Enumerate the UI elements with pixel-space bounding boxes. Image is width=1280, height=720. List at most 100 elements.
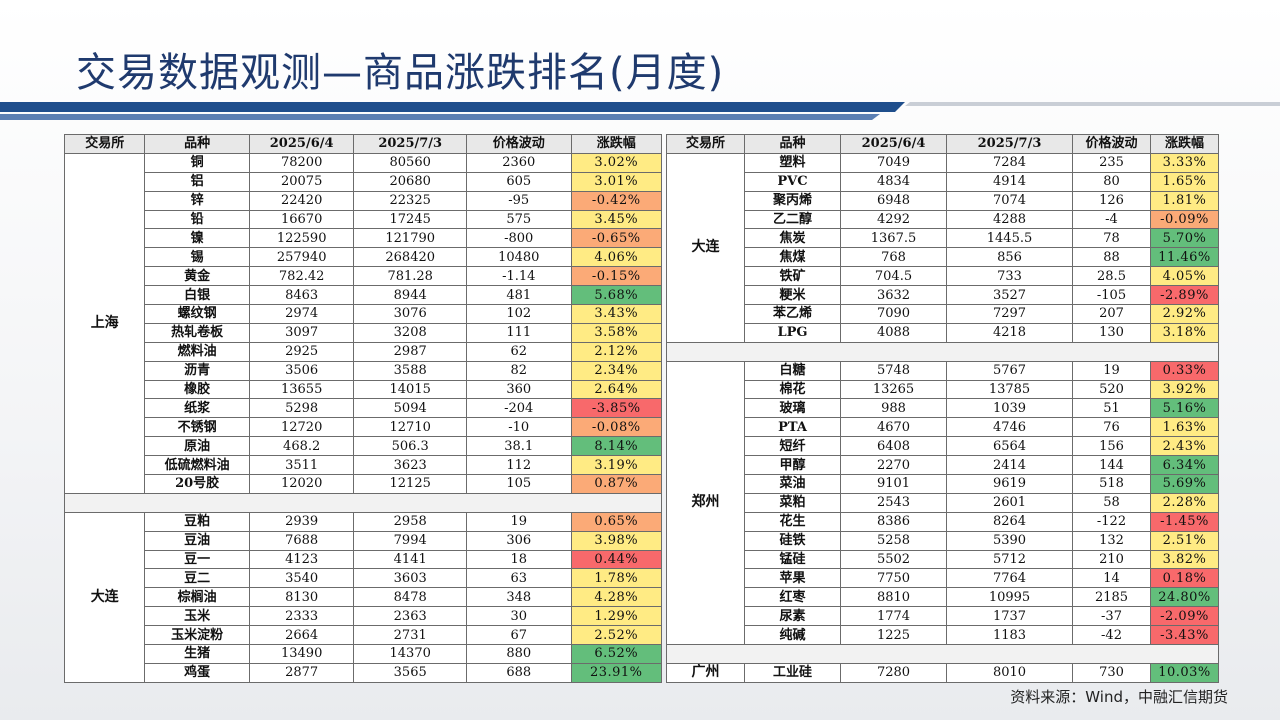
table-row: 玉米淀粉 2664 2731 67 2.52% [65,625,662,646]
price-change: 58 [1072,492,1151,513]
table-row: PTA 4670 4746 76 1.63% [667,417,1219,438]
table-row: 焦煤 768 856 88 11.46% [667,247,1219,268]
price-change: -800 [465,228,572,249]
price-2025-7-3: 8010 [946,662,1073,683]
price-change: 880 [465,644,572,664]
price-2025-6-4: 5748 [840,360,947,381]
change-percent: 1.78% [570,568,662,589]
table-row: 聚丙烯 6948 7074 126 1.81% [667,190,1219,211]
price-change: 19 [465,511,572,532]
change-percent: 4.06% [570,247,662,268]
price-2025-6-4: 1367.5 [840,228,947,249]
commodity-name: 玉米淀粉 [144,625,250,646]
price-change: 2185 [1072,587,1151,608]
price-2025-6-4: 78200 [248,152,355,173]
change-percent: 6.34% [1150,455,1219,476]
change-percent: 4.28% [570,587,662,608]
commodity-name: 原油 [144,436,250,457]
price-change: 520 [1072,379,1151,400]
price-2025-7-3: 4141 [353,549,467,570]
table-row: 硅铁 5258 5390 132 2.51% [667,530,1219,551]
price-change: -95 [465,190,572,211]
price-2025-6-4: 2877 [248,662,355,683]
commodity-name: 菜油 [744,474,841,494]
price-2025-7-3: 4914 [946,171,1073,192]
price-2025-7-3: 5094 [353,398,467,419]
table-row: 短纤 6408 6564 156 2.43% [667,436,1219,457]
commodity-name: 菜粕 [744,492,841,513]
change-percent: 1.29% [570,606,662,627]
column-header: 2025/6/4 [248,134,355,154]
price-2025-7-3: 14015 [353,379,467,400]
page-title: 交易数据观测—商品涨跌排名(月度) [76,50,725,96]
commodity-name: 铁矿 [744,266,841,287]
price-2025-6-4: 2974 [248,304,355,324]
table-row: 生猪 13490 14370 880 6.52% [65,644,662,664]
column-header: 2025/6/4 [840,134,947,154]
commodity-name: 生猪 [144,644,250,664]
price-change: 10480 [465,247,572,268]
commodity-name: 豆粕 [144,511,250,532]
price-2025-7-3: 2414 [946,455,1073,476]
change-percent: 0.33% [1150,360,1219,381]
change-percent: -3.85% [570,398,662,419]
table-row: 郑州 白糖 5748 5767 19 0.33% [666,360,1219,646]
commodity-name: 纸浆 [144,398,250,419]
change-percent: 3.01% [570,171,662,192]
price-2025-6-4: 4670 [840,417,947,438]
table-row: 广州 工业硅 7280 8010 730 10.03% [666,662,1219,683]
price-2025-7-3: 1737 [946,606,1073,627]
change-percent: 3.02% [570,152,662,173]
price-change: -105 [1072,285,1151,306]
table-row: 镍 122590 121790 -800 -0.65% [65,228,662,249]
price-2025-7-3: 7297 [946,304,1073,324]
price-2025-6-4: 5298 [248,398,355,419]
price-2025-7-3: 3565 [353,662,467,683]
commodity-name: 苹果 [744,568,841,589]
commodity-name: 铅 [144,209,250,230]
column-header: 2025/7/3 [946,134,1073,154]
commodity-name: 豆油 [144,530,250,551]
price-change: 18 [465,549,572,570]
price-change: -1.14 [465,266,572,287]
price-2025-7-3: 12710 [353,417,467,438]
change-percent: 8.14% [570,436,662,457]
column-header: 价格波动 [1072,134,1151,154]
change-percent: 0.18% [1150,568,1219,589]
price-2025-7-3: 781.28 [353,266,467,287]
commodity-name: 铝 [144,171,250,192]
price-change: 306 [465,530,572,551]
price-2025-6-4: 4088 [840,322,947,343]
price-2025-6-4: 6408 [840,436,947,457]
commodity-name: 热轧卷板 [144,322,250,343]
commodity-name: 沥青 [144,360,250,381]
exchange-cell: 大连 [63,511,146,683]
table-header-row: 交易所 品种 2025/6/4 2025/7/3 价格波动 涨跌幅 [63,134,662,154]
commodity-name: 低硫燃料油 [144,455,250,476]
change-percent: -0.42% [570,190,662,211]
price-2025-6-4: 3632 [840,285,947,306]
table-row: 乙二醇 4292 4288 -4 -0.09% [667,209,1219,230]
price-2025-6-4: 20075 [248,171,355,192]
price-2025-6-4: 4834 [840,171,947,192]
table-row: 大连 塑料 7049 7284 235 3.33% [666,152,1219,343]
commodity-name: 橡胶 [144,379,250,400]
separator-cell [666,644,1219,664]
commodity-name: 20号胶 [144,474,250,494]
table-row: 豆一 4123 4141 18 0.44% [65,549,662,570]
price-2025-6-4: 9101 [840,474,947,494]
table-row: 橡胶 13655 14015 360 2.64% [65,379,662,400]
price-2025-6-4: 13265 [840,379,947,400]
price-2025-6-4: 2543 [840,492,947,513]
column-header: 交易所 [666,134,745,154]
table-header-row: 交易所 品种 2025/6/4 2025/7/3 价格波动 涨跌幅 [666,134,1219,154]
commodity-name: PTA [744,417,841,438]
price-2025-6-4: 2664 [248,625,355,646]
price-2025-7-3: 20680 [353,171,467,192]
commodity-name: 锰硅 [744,549,841,570]
price-2025-6-4: 468.2 [248,436,355,457]
price-2025-6-4: 12020 [248,474,355,494]
column-header: 交易所 [63,134,146,154]
price-2025-7-3: 7994 [353,530,467,551]
source-note: 资料来源：Wind，中融汇信期货 [1010,688,1228,706]
